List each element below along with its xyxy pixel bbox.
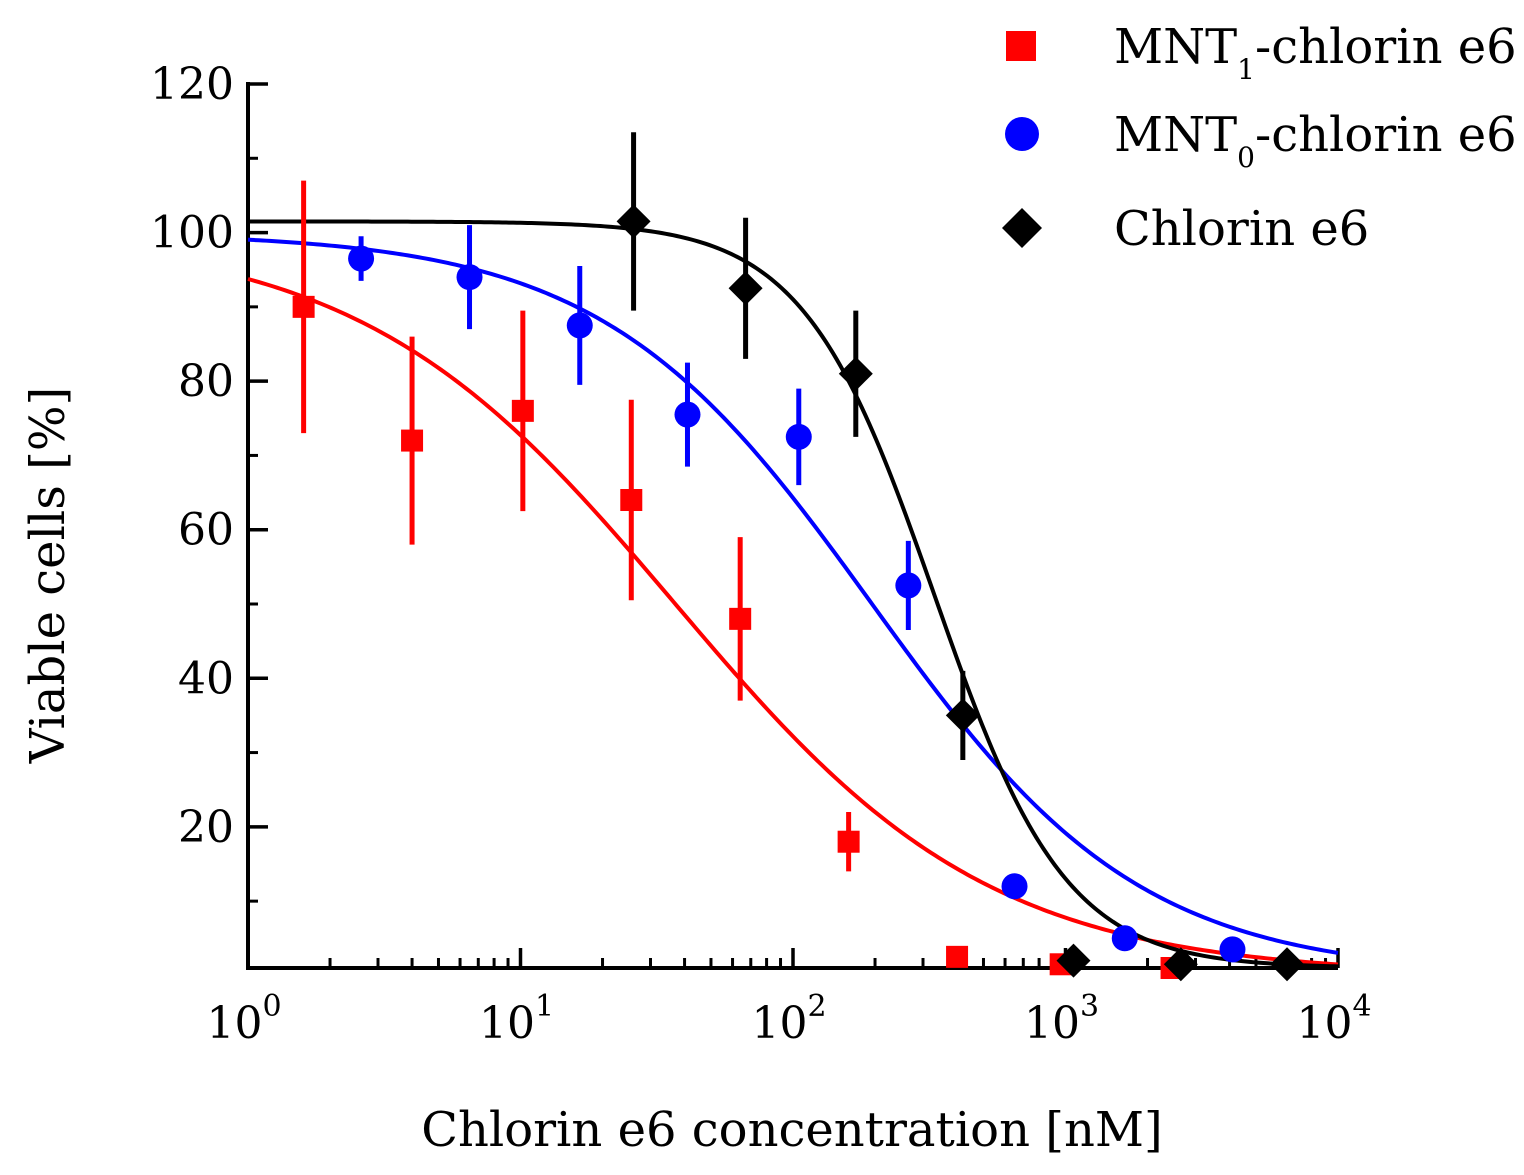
legend-label: MNT1-chlorin e6 — [1114, 19, 1517, 86]
legend-marker-square — [1006, 31, 1036, 61]
data-point — [945, 698, 980, 733]
data-point — [837, 830, 860, 853]
fit-curve-series-2 — [248, 219, 1339, 969]
fit-curve-series-1 — [247, 237, 1339, 955]
x-tick-label: 101 — [479, 989, 554, 1049]
y-tick-label: 60 — [178, 505, 234, 556]
legend-label: MNT0-chlorin e6 — [1114, 107, 1517, 174]
y-tick-label: 40 — [178, 653, 234, 704]
data-point — [1111, 925, 1138, 952]
x-tick-label: 103 — [1024, 989, 1099, 1049]
data-point — [1163, 947, 1198, 982]
data-point — [785, 423, 812, 450]
x-tick-label: 100 — [206, 989, 281, 1049]
data-point — [511, 399, 534, 422]
data-point — [566, 312, 593, 339]
data-point — [348, 245, 375, 272]
legend-label: Chlorin e6 — [1114, 201, 1369, 257]
y-axis-title: Viable cells [%] — [20, 387, 76, 764]
data-point — [1056, 943, 1091, 978]
y-tick-label: 120 — [150, 59, 234, 110]
legend-marker-circle — [1005, 117, 1039, 151]
x-tick-label: 104 — [1296, 989, 1371, 1049]
data-point — [1270, 947, 1305, 982]
tick-labels: 100 101 102 103 104 20 40 60 80 100 120 — [150, 59, 1372, 1049]
data-point — [946, 945, 969, 968]
data-point — [620, 489, 643, 511]
legend: MNT1-chlorin e6 MNT0-chlorin e6 Chlorin e6 — [1002, 19, 1517, 257]
data-point — [838, 356, 873, 391]
x-axis-title: Chlorin e6 concentration [nM] — [421, 1102, 1163, 1158]
data-point — [456, 264, 483, 291]
data-point — [674, 401, 701, 428]
data-points — [292, 204, 1305, 982]
data-point — [729, 607, 752, 630]
y-tick-label: 100 — [150, 208, 234, 259]
data-point — [401, 429, 424, 452]
data-point — [616, 204, 651, 239]
y-tick-label: 80 — [178, 356, 234, 407]
data-point — [1219, 936, 1246, 963]
x-tick-label: 102 — [751, 989, 826, 1049]
fit-curves — [247, 219, 1339, 969]
y-tick-label: 20 — [178, 802, 234, 853]
data-point — [895, 572, 922, 599]
data-point — [292, 295, 315, 318]
data-point — [1001, 873, 1028, 900]
data-point — [728, 271, 763, 306]
error-bars — [301, 132, 1235, 957]
legend-marker-diamond — [1002, 208, 1042, 248]
